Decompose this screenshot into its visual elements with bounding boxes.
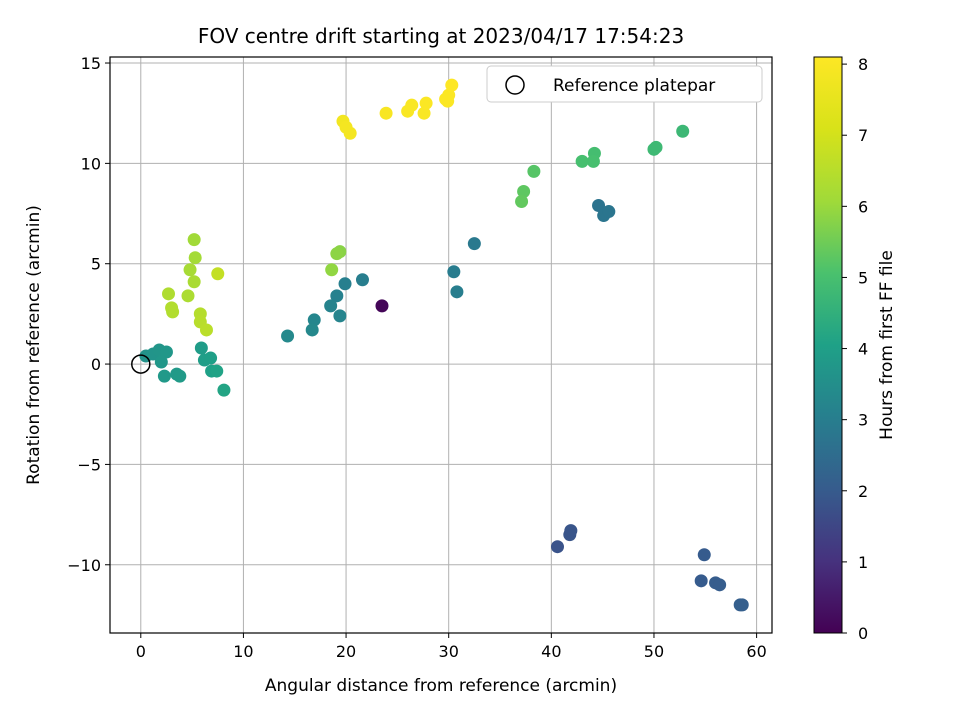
data-point <box>173 369 187 383</box>
colorbar-tick-label: 3 <box>858 411 868 430</box>
data-point <box>333 309 347 323</box>
colorbar-tick-label: 4 <box>858 340 868 359</box>
data-point <box>181 289 195 303</box>
x-tick-label: 10 <box>233 642 253 661</box>
data-point <box>564 524 578 538</box>
data-point <box>694 574 708 588</box>
data-point <box>405 98 419 112</box>
grid <box>110 57 772 633</box>
data-point <box>445 78 459 92</box>
data-point <box>550 540 564 554</box>
y-tick-label: 5 <box>91 255 101 274</box>
data-point <box>343 126 357 140</box>
data-point <box>210 364 224 378</box>
data-point <box>159 345 173 359</box>
data-point <box>194 341 208 355</box>
x-tick-label: 50 <box>644 642 664 661</box>
data-point <box>305 323 319 337</box>
legend-entry-reference-platepar: Reference platepar <box>553 76 715 96</box>
data-point <box>592 199 606 213</box>
data-point <box>527 164 541 178</box>
data-point <box>602 205 616 219</box>
legend: Reference platepar <box>486 65 763 103</box>
legend-marker <box>505 75 525 95</box>
data-point <box>211 267 225 281</box>
colorbar-tick-label: 2 <box>858 482 868 501</box>
data-point <box>676 124 690 138</box>
data-point <box>154 355 168 369</box>
y-axis: −10 −5 0 5 10 15 <box>67 54 110 575</box>
legend-box <box>486 65 763 103</box>
colorbar-tick-label: 0 <box>858 624 868 643</box>
data-point <box>647 142 661 156</box>
data-point <box>586 154 600 168</box>
data-point <box>450 285 464 299</box>
data-point <box>204 351 218 365</box>
data-point <box>330 289 344 303</box>
data-point <box>379 106 393 120</box>
data-point <box>324 299 338 313</box>
data-point <box>697 548 711 562</box>
data-point <box>162 287 176 301</box>
colorbar-ticks: 0 1 2 3 4 5 6 7 8 <box>842 55 868 643</box>
colorbar: 0 1 2 3 4 5 6 7 8 Hours from first FF file <box>813 55 897 643</box>
x-tick-label: 0 <box>136 642 146 661</box>
data-point <box>281 329 295 343</box>
data-point <box>515 195 529 209</box>
y-tick-label: 10 <box>81 154 101 173</box>
colorbar-tick-label: 5 <box>858 268 868 287</box>
chart-title: FOV centre drift starting at 2023/04/17 … <box>198 24 684 48</box>
data-point <box>467 237 481 251</box>
x-tick-label: 20 <box>336 642 356 661</box>
colorbar-tick-label: 7 <box>858 126 868 145</box>
y-tick-label: −5 <box>77 455 101 474</box>
data-point <box>575 154 589 168</box>
plot-frame <box>109 56 773 634</box>
data-point <box>375 299 389 313</box>
data-point <box>188 251 202 265</box>
data-points <box>139 78 749 612</box>
data-point <box>355 273 369 287</box>
data-point <box>199 323 213 337</box>
data-point <box>187 233 201 247</box>
colorbar-label: Hours from first FF file <box>877 250 897 440</box>
data-point <box>166 305 180 319</box>
data-point <box>217 383 231 397</box>
colorbar-gradient <box>813 56 843 634</box>
data-point <box>338 277 352 291</box>
colorbar-tick-label: 8 <box>858 55 868 74</box>
y-axis-label: Rotation from reference (arcmin) <box>24 205 44 485</box>
x-tick-label: 30 <box>439 642 459 661</box>
x-axis-label: Angular distance from reference (arcmin) <box>265 676 617 696</box>
y-tick-label: 0 <box>91 355 101 374</box>
x-axis: 0 10 20 30 40 50 60 <box>136 633 767 661</box>
data-point <box>419 96 433 110</box>
data-point <box>735 598 749 612</box>
data-point <box>517 184 531 198</box>
data-point <box>307 313 321 327</box>
x-tick-label: 40 <box>541 642 561 661</box>
y-tick-label: −10 <box>67 556 101 575</box>
data-point <box>157 369 171 383</box>
colorbar-tick-label: 6 <box>858 197 868 216</box>
data-point <box>183 263 197 277</box>
data-point <box>441 94 455 108</box>
data-point <box>417 106 431 120</box>
data-point <box>330 247 344 261</box>
y-tick-label: 15 <box>81 54 101 73</box>
colorbar-tick-label: 1 <box>858 553 868 572</box>
data-point <box>713 578 727 592</box>
data-point <box>325 263 339 277</box>
data-point <box>447 265 461 279</box>
x-tick-label: 60 <box>746 642 766 661</box>
data-point <box>187 275 201 289</box>
reference-marker <box>131 354 151 374</box>
